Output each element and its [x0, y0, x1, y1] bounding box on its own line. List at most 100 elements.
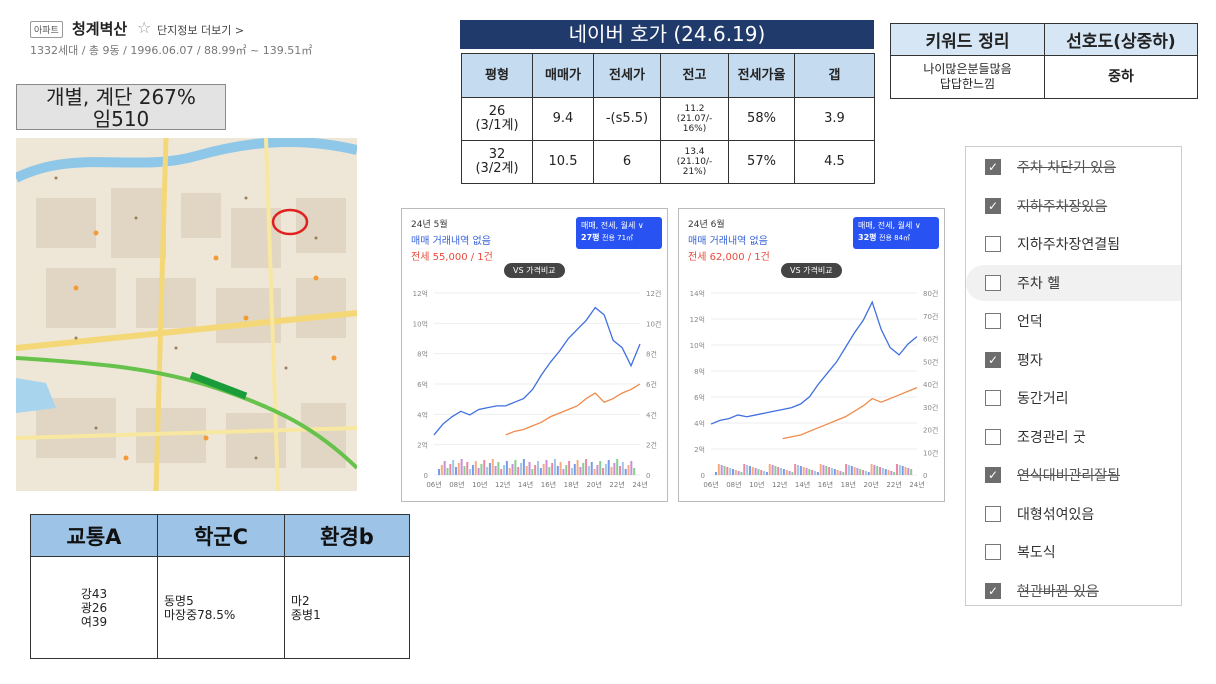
volume-bar	[602, 468, 605, 475]
volume-bar	[757, 469, 760, 475]
checklist-label: 동간거리	[1017, 391, 1069, 407]
x-tick-label: 20년	[587, 480, 602, 489]
checkbox-icon[interactable]	[985, 544, 1001, 560]
checkbox-checked-icon[interactable]: ✓	[985, 467, 1001, 483]
far-line-2: 임510	[92, 107, 150, 131]
checklist-item[interactable]: ✓ 현관바뀐 있음	[966, 573, 1181, 609]
y-tick-label: 12억	[413, 290, 428, 298]
table-row: 26 (3/1계) 9.4 -(s5.5) 11.2 (21.07/- 16%)…	[461, 97, 875, 141]
price-chart-32[interactable]: 24년 6월 매매 거래내역 없음 전세 62,000 / 1건 매매, 전세,…	[678, 208, 945, 502]
x-tick-label: 18년	[564, 480, 579, 489]
y-tick-label: 14억	[690, 290, 705, 298]
checklist-item[interactable]: ✓ 주차 차단기 있음	[966, 149, 1181, 185]
volume-bar	[551, 463, 554, 475]
volume-bar	[491, 459, 494, 475]
volume-bar	[898, 465, 901, 475]
price-chart-27[interactable]: 24년 5월 매매 거래내역 없음 전세 55,000 / 1건 매매, 전세,…	[401, 208, 668, 502]
x-tick-label: 08년	[449, 480, 464, 489]
volume-bar	[907, 468, 910, 475]
volume-bar	[890, 471, 893, 475]
volume-bar	[534, 465, 537, 475]
volume-bar	[585, 459, 588, 475]
location-map[interactable]	[16, 138, 357, 491]
x-tick-label: 22년	[886, 480, 901, 489]
volume-bar	[537, 461, 539, 475]
x-tick-label: 20년	[864, 480, 879, 489]
checkbox-checked-icon[interactable]: ✓	[985, 351, 1001, 368]
x-tick-label: 06년	[703, 480, 718, 489]
apartment-tag: 아파트	[30, 21, 63, 38]
vs-compare-button[interactable]: VS 가격비교	[781, 263, 842, 278]
y-tick-label: 4억	[694, 420, 705, 428]
cell: 26 (3/1계)	[461, 97, 533, 141]
checklist-label: 현관바뀐 있음	[1017, 583, 1099, 600]
volume-bar	[782, 469, 785, 475]
volume-bar	[630, 461, 633, 475]
volume-bar	[531, 469, 534, 475]
checkbox-icon[interactable]	[985, 313, 1001, 329]
volume-bar	[904, 467, 907, 475]
y2-tick-label: 30건	[923, 403, 938, 412]
x-tick-label: 24년	[632, 480, 647, 489]
volume-bar	[474, 461, 477, 475]
x-tick-label: 08년	[726, 480, 741, 489]
y2-tick-label: 20건	[923, 426, 938, 435]
x-tick-label: 10년	[749, 480, 764, 489]
type-filter-dropdown[interactable]: 매매, 전세, 월세 ∨ 32평 전용 84㎡	[853, 217, 939, 249]
type-filter-dropdown[interactable]: 매매, 전세, 월세 ∨ 27평 전용 71㎡	[576, 217, 662, 249]
cell-environment: 마2 종병1	[284, 556, 410, 659]
y-tick-label: 10억	[690, 342, 705, 350]
checklist-label: 조경관리 굿	[1017, 429, 1086, 446]
volume-bar	[486, 467, 489, 475]
y2-tick-label: 40건	[923, 380, 938, 389]
volume-bar	[799, 466, 802, 475]
cell: 3.9	[794, 97, 875, 141]
y-tick-label: 0	[701, 472, 705, 480]
volume-bar	[505, 461, 508, 475]
chart-trade-status: 매매 거래내역 없음	[411, 236, 491, 247]
checkbox-icon[interactable]	[985, 236, 1001, 252]
cell: 6	[593, 140, 661, 184]
volume-bar	[452, 460, 455, 475]
checkbox-checked-icon[interactable]: ✓	[985, 582, 1001, 599]
area-label: 전용 84㎡	[879, 234, 911, 242]
cell-school: 동명5 마장중78.5%	[157, 556, 285, 659]
checklist-item[interactable]: 대형섞여있음	[966, 496, 1181, 532]
col-ratio: 전세가율	[728, 53, 795, 98]
checklist-item[interactable]: 조경관리 굿	[966, 419, 1181, 455]
checkbox-icon[interactable]	[985, 505, 1001, 522]
preference-header: 선호도(상중하)	[1044, 23, 1198, 56]
checklist-item[interactable]: 언덕	[966, 303, 1181, 339]
volume-bar	[460, 459, 463, 475]
vs-compare-button[interactable]: VS 가격비교	[504, 263, 565, 278]
checkbox-icon[interactable]	[985, 390, 1001, 406]
checklist-label: 주차 헬	[1017, 275, 1061, 292]
chart-date: 24년 5월	[411, 220, 448, 230]
checklist-item[interactable]: 지하주차장연결됨	[966, 226, 1181, 262]
volume-bar	[743, 464, 746, 475]
more-info-link[interactable]: 단지정보 더보기 >	[157, 24, 245, 37]
cell: 57%	[728, 140, 795, 184]
volume-bar	[587, 466, 590, 475]
checklist-item[interactable]: 주차 헬	[966, 264, 1181, 301]
checklist-item[interactable]: ✓ 평자	[966, 342, 1181, 378]
checkbox-icon[interactable]	[985, 274, 1001, 291]
y2-tick-label: 70건	[923, 312, 938, 321]
checklist-item[interactable]: 동간거리	[966, 380, 1181, 416]
volume-bar	[734, 470, 737, 475]
checkbox-checked-icon[interactable]: ✓	[985, 159, 1001, 175]
x-tick-label: 22년	[609, 480, 624, 489]
volume-bar	[562, 469, 565, 475]
volume-bar	[797, 465, 800, 475]
volume-bar	[825, 466, 828, 475]
checklist-item[interactable]: 복도식	[966, 534, 1181, 570]
favorite-star-icon[interactable]: ☆	[137, 18, 152, 37]
cell: -(s5.5)	[593, 97, 661, 141]
checklist-item[interactable]: ✓ 지하주차장있음	[966, 188, 1181, 224]
checkbox-checked-icon[interactable]: ✓	[985, 197, 1001, 214]
checkbox-icon[interactable]	[985, 428, 1001, 445]
checklist-item[interactable]: ✓ 연식대비관리잘됨	[966, 457, 1181, 493]
volume-bar	[740, 472, 743, 475]
y2-tick-label: 4건	[646, 410, 657, 419]
volume-bar	[816, 472, 819, 475]
